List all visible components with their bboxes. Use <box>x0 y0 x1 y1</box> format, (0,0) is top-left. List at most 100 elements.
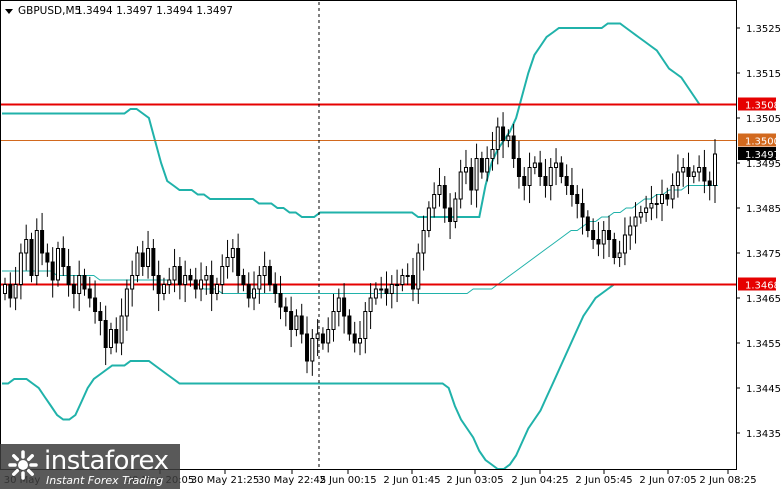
dropdown-arrow-icon[interactable] <box>5 9 13 14</box>
candle-body <box>410 275 415 290</box>
candle-body <box>479 158 484 173</box>
candle-body <box>130 275 135 290</box>
candle-body <box>395 284 400 286</box>
candle-body <box>204 275 209 281</box>
candle-body <box>580 203 585 218</box>
candle-body <box>188 275 193 281</box>
x-tick-label: 30 May 21:25 <box>191 475 260 486</box>
candle-body <box>691 171 696 177</box>
candle-body <box>426 207 431 231</box>
candle-body <box>82 275 87 290</box>
candle-body <box>146 248 151 267</box>
candle-body <box>675 171 680 186</box>
candle-body <box>299 315 304 335</box>
watermark-name: instaforex <box>44 446 169 476</box>
candle-body <box>305 333 310 362</box>
level-tag-bg <box>738 97 776 111</box>
price-tags: 1.3508 1.3500 1.3468 1.3497 <box>738 97 780 292</box>
candle-body <box>347 315 352 335</box>
candle-body <box>3 284 7 294</box>
ohlc-readout: 1.3494 1.3497 1.3494 1.3497 <box>76 5 233 17</box>
candle-body <box>267 266 272 285</box>
candle-body <box>649 203 654 209</box>
candle-body <box>246 284 251 299</box>
symbol-label: GBPUSD,M5 <box>18 5 81 17</box>
candle-body <box>289 311 294 330</box>
candle-body <box>55 248 60 281</box>
candle-body <box>45 252 50 263</box>
candle-body <box>622 234 627 254</box>
candle-body <box>612 239 617 258</box>
y-tick-label: 1.3465 <box>746 294 781 305</box>
candle-body <box>522 176 527 186</box>
candle-body <box>633 216 638 227</box>
candle-body <box>463 167 468 173</box>
candlesticks <box>3 112 717 376</box>
candle-body <box>628 225 633 236</box>
candle-body <box>294 315 299 330</box>
candle-body <box>61 248 66 267</box>
candle-body <box>707 180 712 186</box>
band-upper-line <box>2 22 718 218</box>
candle-body <box>18 252 23 285</box>
candle-body <box>405 275 410 277</box>
candle-body <box>98 311 103 321</box>
band-lower-line <box>2 283 718 470</box>
candle-body <box>697 167 702 173</box>
x-tick-label: 2 Jun 08:25 <box>699 475 756 486</box>
candle-body <box>638 212 643 218</box>
x-tick-label: 2 Jun 04:25 <box>511 475 568 486</box>
candle-body <box>543 176 548 186</box>
candle-body <box>373 288 378 299</box>
candle-body <box>161 284 166 294</box>
candle-body <box>448 207 453 222</box>
y-tick-label: 1.3525 <box>746 24 781 35</box>
candle-body <box>554 162 559 168</box>
candle-body <box>389 284 394 294</box>
candle-body <box>257 275 262 290</box>
watermark-tagline: Instant Forex Trading <box>46 474 164 487</box>
y-tick-label: 1.3505 <box>746 114 781 125</box>
y-tick-label: 1.3495 <box>746 159 781 170</box>
candle-body <box>183 275 188 285</box>
candle-body <box>490 149 495 159</box>
candle-body <box>241 275 246 285</box>
candle-body <box>416 252 421 290</box>
candle-body <box>283 306 288 312</box>
candle-body <box>713 153 717 186</box>
candle-body <box>336 297 341 312</box>
candle-body <box>607 230 612 240</box>
candle-body <box>665 194 670 200</box>
candle-body <box>230 248 235 258</box>
candle-body <box>199 279 204 290</box>
candle-body <box>596 239 601 245</box>
candle-body <box>495 126 500 150</box>
candle-body <box>516 158 521 177</box>
instaforex-logo-icon <box>8 450 38 480</box>
candle-body <box>379 288 384 291</box>
candle-body <box>363 311 368 339</box>
candle-body <box>326 329 331 344</box>
candle-body <box>548 167 553 186</box>
candle-body <box>124 288 129 317</box>
x-tick-label: 2 Jun 03:05 <box>446 475 503 486</box>
candle-body <box>66 266 71 285</box>
candle-body <box>87 288 92 299</box>
bollinger-bands <box>2 22 718 470</box>
candle-body <box>453 198 458 222</box>
candle-body <box>114 329 119 344</box>
current-price-tag-label: 1.3497 <box>745 150 780 161</box>
candle-body <box>591 230 596 240</box>
candle-body <box>177 266 182 285</box>
candle-body <box>670 185 675 200</box>
candle-body <box>29 239 34 276</box>
y-tick-label: 1.3475 <box>746 249 781 260</box>
candle-body <box>140 252 145 267</box>
candle-body <box>71 284 76 294</box>
candle-body <box>135 252 140 276</box>
candle-body <box>214 284 219 294</box>
candle-body <box>103 320 108 348</box>
candle-body <box>13 284 18 299</box>
